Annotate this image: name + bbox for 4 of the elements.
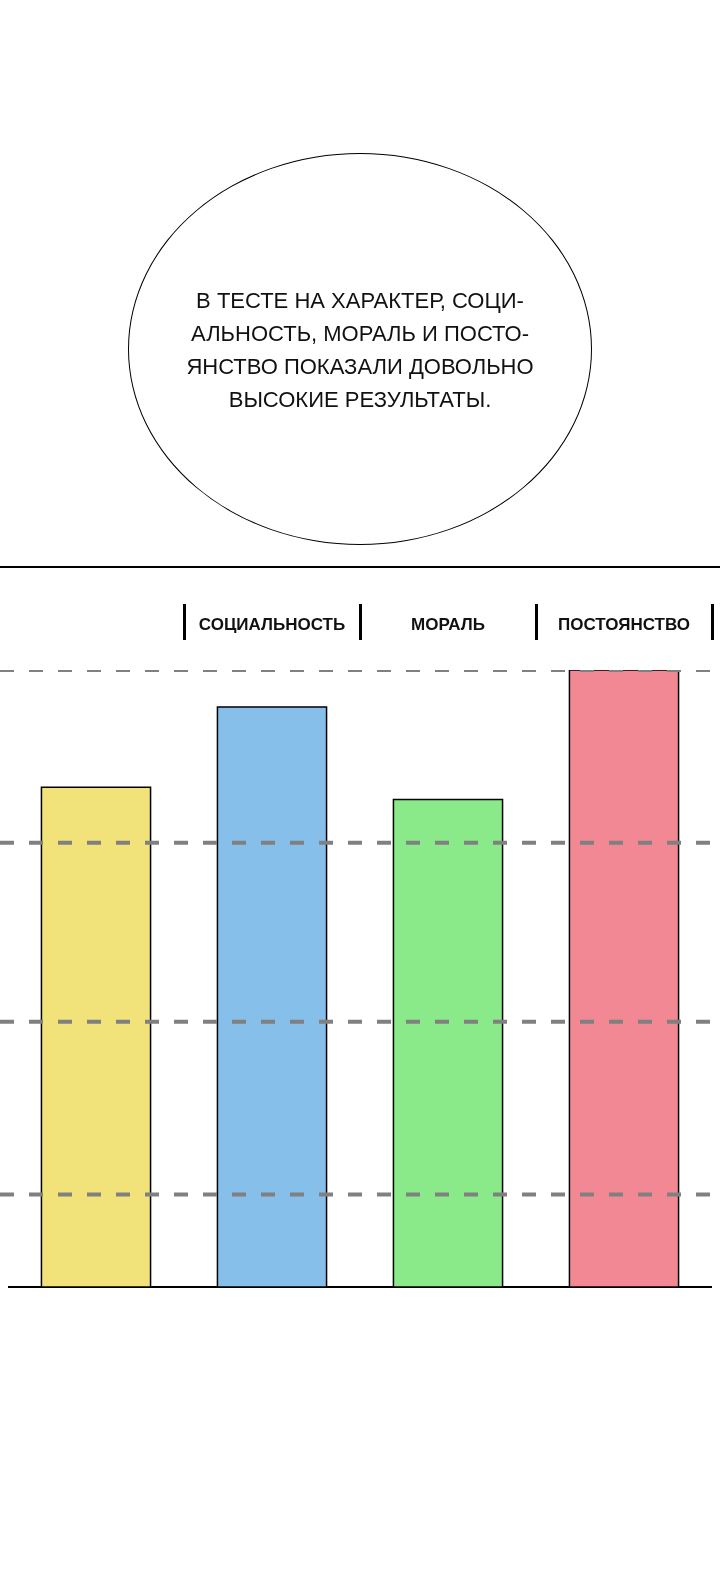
x-tick-label: ПОСТОЯНСТВО (557, 614, 691, 634)
x-tick-label: МОРАЛЬ (411, 614, 485, 634)
x-tick-label: СОЦИАЛЬНОСТЬ (198, 614, 346, 634)
text: В ТЕСТЕ НА ХАРАКТЕР, СОЦИ- АЛЬНОСТЬ, МОРАЛЬ И ПОСТО- ЯНСТВО ПОКАЗАЛИ ДОВОЛЬНО ВЫСОКИЕ РЕЗУЛЬТАТЫ. (185, 287, 535, 414)
